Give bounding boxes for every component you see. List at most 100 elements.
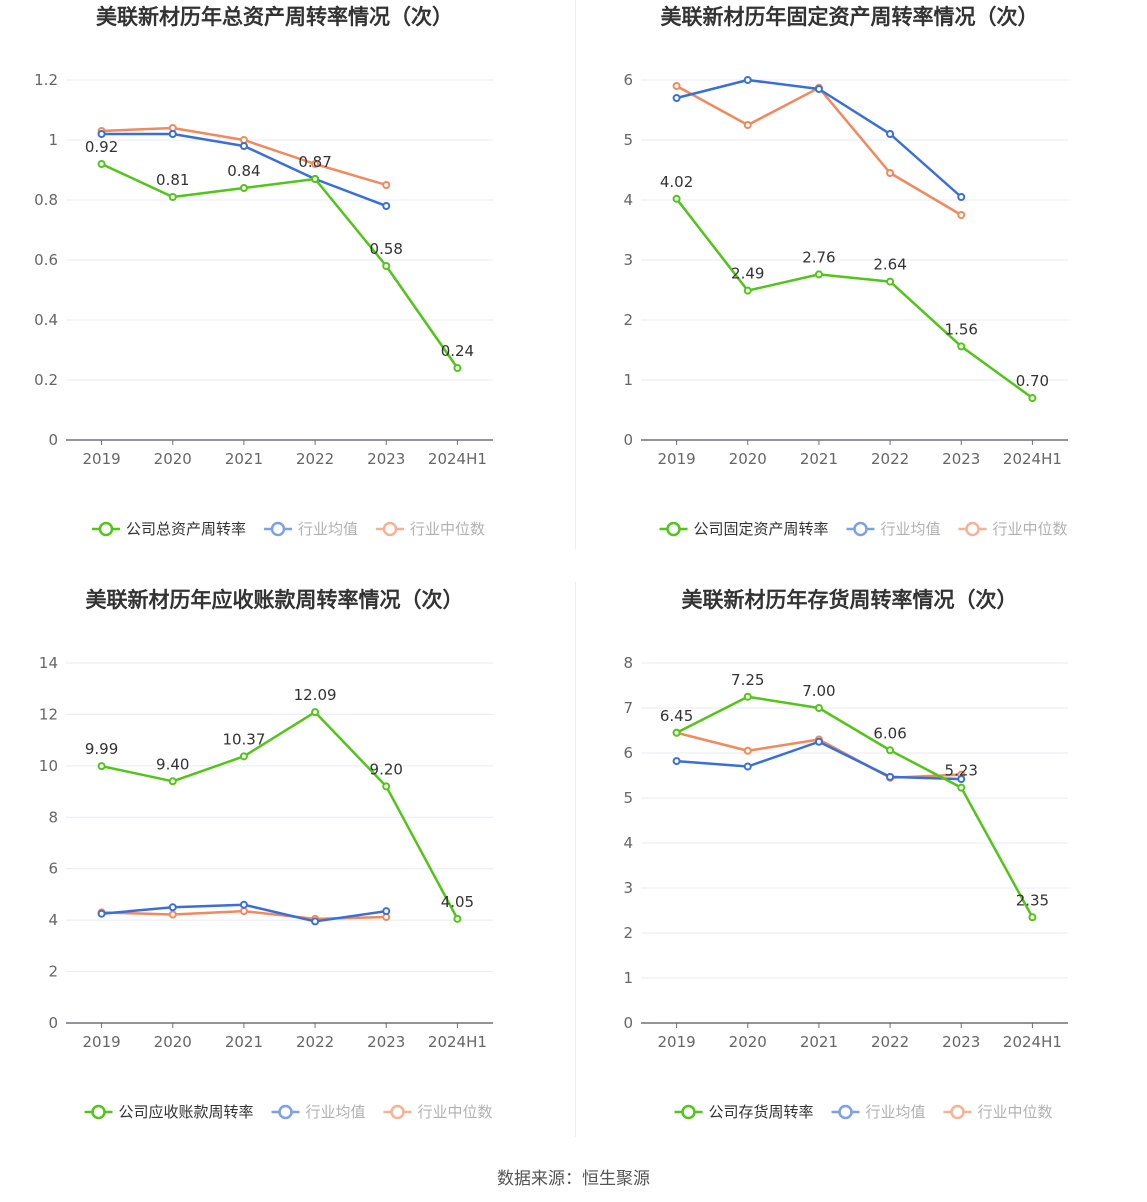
legend-label: 行业中位数 — [410, 520, 485, 538]
data-point-company[interactable] — [957, 342, 966, 351]
y-tick-label: 10 — [39, 757, 58, 775]
data-point-company[interactable] — [311, 175, 320, 183]
data-point-avg[interactable] — [886, 130, 895, 138]
data-point-company[interactable] — [382, 262, 391, 270]
series-line-median — [675, 84, 962, 217]
y-tick-label: 0.4 — [34, 311, 58, 329]
data-label: 1.56 — [945, 320, 978, 338]
x-tick-label: 2019 — [82, 450, 120, 468]
data-point-company[interactable] — [97, 160, 106, 168]
data-point-avg[interactable] — [382, 202, 391, 210]
y-tick-label: 3 — [623, 251, 633, 269]
data-point-median[interactable] — [168, 910, 177, 919]
legend-marker — [838, 1104, 853, 1120]
y-tick-label: 0.2 — [34, 371, 58, 389]
data-point-company[interactable] — [672, 728, 681, 737]
legend-item-median-legend[interactable]: 行业中位数 — [958, 520, 1068, 538]
data-point-company[interactable] — [453, 364, 462, 372]
data-point-avg[interactable] — [239, 142, 248, 150]
data-label: 2.49 — [731, 265, 764, 283]
legend-item-company-legend[interactable]: 公司存货周转率 — [674, 1103, 814, 1121]
data-point-avg[interactable] — [239, 900, 248, 909]
legend-item-company-legend[interactable]: 公司总资产周转率 — [92, 520, 246, 538]
data-point-avg[interactable] — [311, 917, 320, 926]
data-point-avg[interactable] — [743, 762, 752, 771]
data-point-company[interactable] — [743, 286, 752, 295]
legend-label: 行业中位数 — [993, 520, 1068, 538]
data-point-company[interactable] — [239, 184, 248, 192]
data-point-avg[interactable] — [743, 76, 752, 84]
data-point-avg[interactable] — [168, 903, 177, 912]
data-point-avg[interactable] — [957, 193, 966, 201]
x-tick-label: 2023 — [367, 450, 405, 468]
data-point-avg[interactable] — [97, 130, 106, 138]
data-point-avg[interactable] — [886, 772, 895, 781]
data-label: 12.09 — [294, 686, 337, 704]
series-line-avg — [676, 78, 963, 198]
legend-marker — [278, 1104, 293, 1120]
legend-item-median-legend[interactable]: 行业中位数 — [943, 1103, 1053, 1121]
legend-item-avg-legend[interactable]: 行业均值 — [846, 520, 941, 538]
data-point-company[interactable] — [453, 914, 462, 923]
data-point-avg[interactable] — [814, 737, 823, 746]
data-point-company[interactable] — [311, 708, 320, 717]
y-tick-label: 4 — [48, 911, 58, 929]
data-point-company[interactable] — [168, 193, 177, 201]
data-point-company[interactable] — [743, 692, 752, 701]
data-label: 6.45 — [660, 707, 693, 725]
legend-item-avg-legend[interactable]: 行业均值 — [831, 1103, 926, 1121]
data-point-company[interactable] — [239, 752, 248, 761]
data-point-median[interactable] — [311, 160, 320, 168]
legend-item-avg-legend[interactable]: 行业均值 — [271, 1103, 366, 1121]
data-point-avg[interactable] — [672, 94, 681, 102]
data-point-company[interactable] — [168, 777, 177, 786]
legend-marker — [390, 1104, 405, 1120]
chart-panel-inventory-turnover: 美联新材历年存货周转率情况（次） 0 1 2 3 4 5 6 7 8 2019 2020 2021 202… — [575, 583, 1147, 1166]
legend-item-median-legend[interactable]: 行业中位数 — [376, 520, 485, 538]
data-label: 9.20 — [370, 760, 403, 778]
data-point-company[interactable] — [814, 270, 823, 279]
data-label: 9.99 — [85, 740, 118, 758]
data-point-median[interactable] — [239, 907, 248, 916]
y-tick-label: 5 — [623, 131, 633, 149]
y-tick-label: 2 — [623, 924, 633, 942]
data-label: 0.24 — [441, 342, 474, 360]
data-point-median[interactable] — [382, 181, 391, 189]
chart-panel-total-asset-turnover: 美联新材历年总资产周转率情况（次） 0 0.2 0.4 0.6 0.8 1 1.2 2019 20… — [0, 0, 573, 583]
data-point-median[interactable] — [957, 211, 966, 219]
data-source-note: 数据来源：恒生聚源 — [497, 1169, 650, 1189]
data-point-company[interactable] — [814, 704, 823, 712]
data-point-median[interactable] — [743, 121, 752, 129]
data-label: 0.81 — [156, 171, 189, 189]
data-point-company[interactable] — [672, 194, 681, 203]
data-label: 4.05 — [441, 893, 474, 911]
legend-label: 公司总资产周转率 — [126, 520, 246, 538]
data-point-company[interactable] — [1028, 913, 1037, 922]
data-label: 0.87 — [298, 153, 331, 171]
data-point-avg[interactable] — [168, 130, 177, 138]
legend-item-company-legend[interactable]: 公司固定资产周转率 — [659, 520, 829, 538]
legend-item-avg-legend[interactable]: 行业均值 — [264, 520, 358, 538]
data-point-company[interactable] — [957, 783, 966, 792]
data-label: 6.06 — [873, 724, 906, 742]
data-point-avg[interactable] — [97, 909, 106, 918]
legend-item-median-legend[interactable]: 行业中位数 — [383, 1103, 493, 1121]
data-label: 2.64 — [873, 256, 906, 274]
chart-svg: 美联新材历年固定资产周转率情况（次） 0 1 2 3 4 5 6 2019 2020 2021 202… — [623, 5, 1068, 538]
data-point-avg[interactable] — [814, 85, 823, 93]
legend-item-company-legend[interactable]: 公司应收账款周转率 — [84, 1103, 254, 1121]
data-point-company[interactable] — [97, 762, 106, 771]
data-point-avg[interactable] — [672, 757, 681, 766]
data-point-median[interactable] — [886, 169, 895, 177]
data-point-avg[interactable] — [957, 775, 966, 784]
data-point-company[interactable] — [886, 277, 895, 286]
data-point-company[interactable] — [1028, 394, 1037, 402]
legend-marker — [950, 1104, 965, 1120]
data-point-company[interactable] — [886, 746, 895, 755]
data-point-median[interactable] — [672, 82, 681, 90]
data-point-avg[interactable] — [382, 907, 391, 916]
legend-label: 行业均值 — [881, 520, 941, 538]
y-tick-label: 1 — [623, 371, 633, 389]
data-point-median[interactable] — [743, 746, 752, 755]
data-point-company[interactable] — [382, 782, 391, 791]
